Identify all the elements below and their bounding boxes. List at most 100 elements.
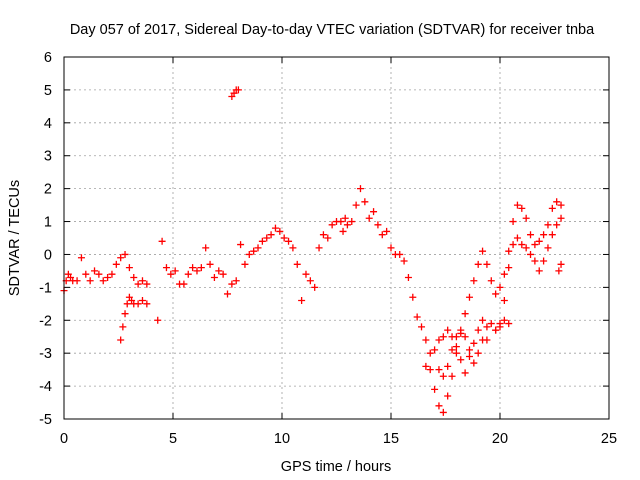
data-point xyxy=(130,273,138,281)
data-point xyxy=(505,264,513,272)
data-point xyxy=(492,326,500,334)
data-point xyxy=(162,264,170,272)
data-point xyxy=(557,260,565,268)
data-point xyxy=(167,270,175,278)
data-point xyxy=(522,244,530,252)
data-point xyxy=(513,201,521,209)
y-tick-label: 1 xyxy=(44,215,52,231)
data-point xyxy=(555,267,563,275)
data-point xyxy=(365,214,373,222)
y-tick-label: -4 xyxy=(39,379,52,395)
data-point xyxy=(117,254,125,262)
data-point xyxy=(483,323,491,331)
x-tick-label: 5 xyxy=(169,431,177,447)
data-point xyxy=(422,362,430,370)
data-point xyxy=(112,260,120,268)
data-point xyxy=(544,221,552,229)
data-point xyxy=(518,241,526,249)
data-point xyxy=(237,241,245,249)
y-tick-label: -1 xyxy=(39,280,52,296)
data-point xyxy=(444,362,452,370)
data-point xyxy=(138,277,146,285)
data-point xyxy=(276,227,284,235)
data-point xyxy=(341,214,349,222)
y-tick-label: 3 xyxy=(44,149,52,165)
data-point xyxy=(125,264,133,272)
data-point xyxy=(138,297,146,305)
data-point xyxy=(548,231,556,239)
data-point xyxy=(422,336,430,344)
data-point xyxy=(431,385,439,393)
data-point xyxy=(492,290,500,298)
data-point xyxy=(108,270,116,278)
data-point xyxy=(289,244,297,252)
data-point xyxy=(298,297,306,305)
data-point xyxy=(285,237,293,245)
data-point xyxy=(119,323,127,331)
data-point xyxy=(339,227,347,235)
data-point xyxy=(210,273,218,281)
data-point xyxy=(396,250,404,258)
data-point xyxy=(117,336,125,344)
data-point xyxy=(509,241,517,249)
data-point xyxy=(444,326,452,334)
data-point xyxy=(409,293,417,301)
data-point xyxy=(465,346,473,354)
data-point xyxy=(418,323,426,331)
data-point xyxy=(513,234,521,242)
data-point xyxy=(158,237,166,245)
data-point xyxy=(293,260,301,268)
data-point xyxy=(431,346,439,354)
data-point xyxy=(448,372,456,380)
data-point xyxy=(505,247,513,255)
data-point xyxy=(224,290,231,298)
data-point xyxy=(143,280,151,288)
y-tick-label: 2 xyxy=(44,182,52,198)
data-point xyxy=(189,264,197,272)
data-point xyxy=(328,221,336,229)
data-point xyxy=(522,214,530,222)
data-point xyxy=(387,244,395,252)
data-point xyxy=(457,356,465,364)
data-point xyxy=(509,218,517,226)
data-point xyxy=(315,244,323,252)
data-point xyxy=(104,273,112,281)
data-point xyxy=(271,224,279,232)
data-point xyxy=(337,218,345,226)
data-points xyxy=(60,86,565,416)
data-point xyxy=(461,310,469,318)
data-point xyxy=(435,336,443,344)
x-axis-label: GPS time / hours xyxy=(281,459,391,475)
data-point xyxy=(548,204,556,212)
y-tick-label: 0 xyxy=(44,247,52,263)
data-point xyxy=(527,231,535,239)
data-point xyxy=(483,260,491,268)
data-point xyxy=(452,349,460,357)
data-point xyxy=(134,280,142,288)
data-point xyxy=(518,204,526,212)
data-point xyxy=(234,86,242,94)
data-point xyxy=(461,369,469,377)
data-point xyxy=(232,277,240,285)
data-point xyxy=(197,264,205,272)
data-point xyxy=(557,201,565,209)
data-point xyxy=(465,352,473,360)
data-point xyxy=(171,267,179,275)
data-point xyxy=(241,260,249,268)
data-point xyxy=(553,198,561,206)
data-point xyxy=(535,267,543,275)
data-point xyxy=(439,408,447,416)
data-point xyxy=(121,310,129,318)
y-tick-label: -2 xyxy=(39,313,52,329)
data-point xyxy=(370,208,378,216)
data-point xyxy=(280,234,288,242)
data-point xyxy=(496,283,504,291)
data-point xyxy=(184,270,192,278)
data-point xyxy=(470,277,478,285)
data-point xyxy=(540,231,548,239)
data-point xyxy=(413,313,421,321)
data-point xyxy=(452,343,460,351)
data-point xyxy=(134,300,142,308)
